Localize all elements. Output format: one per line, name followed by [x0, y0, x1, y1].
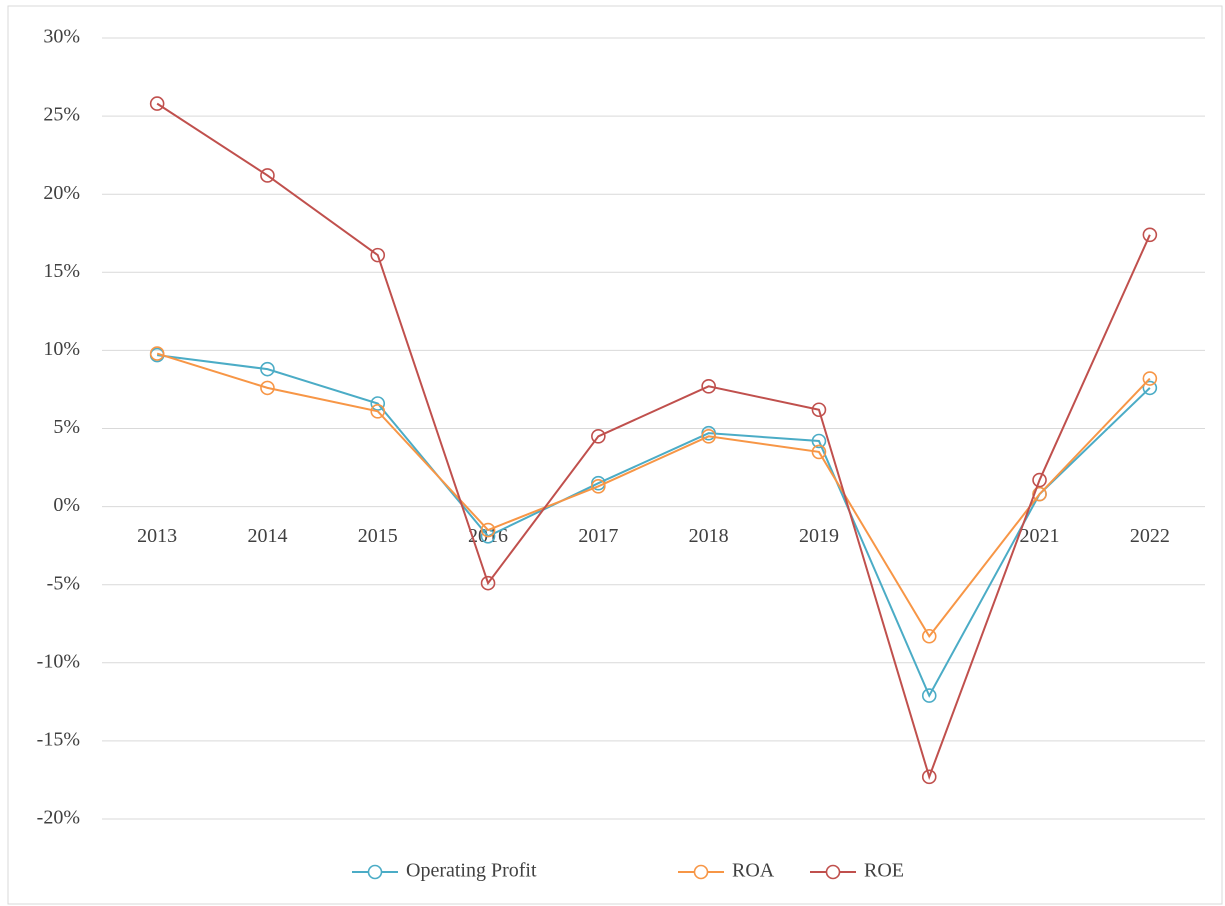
y-tick-label: 10%	[43, 338, 80, 360]
y-tick-label: 25%	[43, 104, 80, 126]
series-line	[156, 102, 1151, 780]
point-marker	[1142, 371, 1158, 386]
point-marker	[701, 429, 716, 444]
point-marker	[1142, 380, 1158, 396]
chart-border	[7, 5, 1223, 905]
point-marker	[260, 361, 275, 377]
legend-label: ROA	[732, 860, 775, 882]
y-tick-label: -20%	[37, 807, 80, 829]
point-marker	[480, 522, 496, 538]
series-line	[157, 354, 1151, 698]
point-marker	[701, 379, 716, 394]
point-marker	[591, 429, 606, 444]
point-marker	[260, 168, 275, 183]
x-tick-label: 2017	[578, 525, 618, 547]
y-tick-label: -5%	[47, 572, 80, 594]
point-marker	[370, 396, 386, 411]
point-marker	[591, 478, 606, 494]
y-tick-label: 5%	[53, 416, 80, 438]
point-marker	[480, 575, 496, 591]
y-tick-label: 15%	[43, 260, 80, 282]
y-tick-label: -10%	[37, 650, 80, 672]
point-marker	[370, 404, 386, 419]
point-marker	[921, 769, 937, 785]
point-marker	[921, 688, 937, 703]
y-tick-label: 20%	[43, 182, 80, 204]
point-marker	[811, 444, 827, 460]
legend-marker	[693, 864, 709, 880]
point-marker	[149, 346, 165, 361]
x-tick-label: 2022	[1130, 525, 1170, 547]
y-tick-label: 30%	[43, 26, 80, 48]
point-marker	[921, 628, 937, 644]
legend-label: ROE	[864, 860, 904, 882]
point-marker	[370, 247, 386, 263]
series-line	[156, 352, 1151, 639]
point-marker	[811, 402, 827, 418]
point-marker	[1142, 227, 1158, 243]
point-marker	[260, 380, 275, 396]
x-tick-label: 2021	[1020, 525, 1060, 547]
x-tick-label: 2015	[358, 525, 398, 547]
x-tick-label: 2018	[689, 525, 729, 547]
legend-marker	[367, 864, 383, 880]
point-marker	[1032, 486, 1047, 502]
x-tick-label: 2013	[137, 525, 177, 547]
legend-label: Operating Profit	[406, 860, 537, 882]
x-tick-label: 2014	[247, 525, 287, 547]
point-marker	[1032, 472, 1047, 488]
point-marker	[811, 433, 827, 449]
point-marker	[149, 96, 165, 111]
legend-marker	[825, 864, 841, 880]
x-tick-label: 2019	[799, 525, 839, 547]
y-tick-label: 0%	[53, 494, 80, 516]
y-tick-label: -15%	[37, 728, 80, 750]
